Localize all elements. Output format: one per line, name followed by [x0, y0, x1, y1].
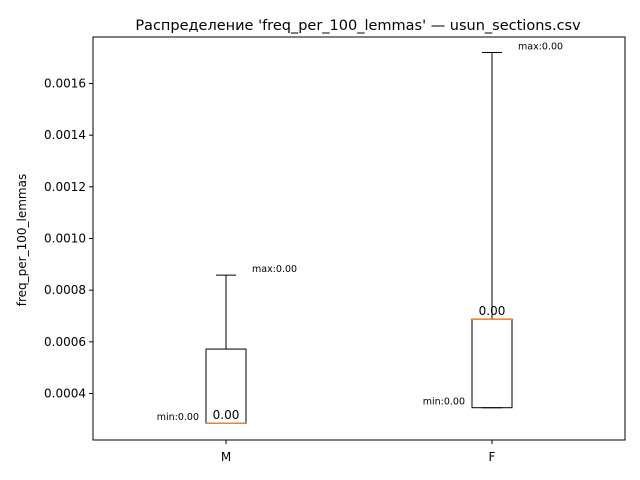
x-tick-label: M [221, 450, 231, 464]
box-series: 0.00 max:0.00 min:0.00 0.00 max:0.00 min:0.00 [157, 42, 563, 424]
y-tick-label: 0.0012 [44, 180, 86, 194]
min-label: min:0.00 [423, 397, 465, 408]
y-tick-label: 0.0014 [44, 128, 86, 142]
min-label: min:0.00 [157, 412, 199, 423]
chart-title: Распределение 'freq_per_100_lemmas' — us… [135, 18, 581, 34]
box-M: 0.00 max:0.00 min:0.00 [157, 264, 297, 424]
y-tick-label: 0.0010 [44, 232, 86, 246]
y-tick-label: 0.0016 [44, 77, 86, 91]
median-label: 0.00 [213, 408, 240, 422]
x-tick-label: F [489, 450, 496, 464]
plot-area-frame [92, 36, 626, 441]
box-F: 0.00 max:0.00 min:0.00 [423, 42, 563, 409]
y-axis-label: freq_per_100_lemmas [15, 174, 29, 306]
median-label: 0.00 [479, 304, 506, 318]
box-body [471, 318, 513, 409]
y-tick-label: 0.0004 [44, 387, 86, 401]
max-label: max:0.00 [518, 42, 563, 53]
max-label: max:0.00 [252, 264, 297, 275]
y-tick-label: 0.0006 [44, 335, 86, 349]
y-axis-ticks: 0.0004 0.0006 0.0008 0.0010 0.0012 0.0014 0.00… [44, 77, 93, 401]
y-tick-label: 0.0008 [44, 283, 86, 297]
